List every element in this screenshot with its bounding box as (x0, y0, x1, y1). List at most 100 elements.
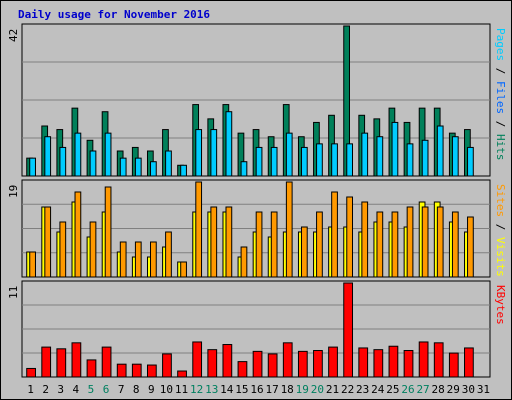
kbytes-bar-day-20 (313, 350, 323, 378)
sites-bar-day-6 (104, 186, 112, 278)
sites-bar-day-1 (29, 251, 36, 278)
kbytes-bar-day-19 (297, 350, 308, 378)
sites-bar-day-4 (74, 191, 82, 278)
panel-1-legend-part-5: Hits (494, 134, 507, 161)
x-tick-label-11: 11 (175, 383, 188, 396)
sites-bar-day-12 (195, 181, 203, 278)
sites-bar-day-14 (225, 206, 233, 278)
x-tick-label-13: 13 (205, 383, 218, 396)
panel-3-legend-part-1: KBytes (494, 285, 507, 325)
x-tick-label-9: 9 (148, 383, 155, 396)
x-tick-label-17: 17 (265, 383, 278, 396)
files-bar-day-14 (225, 111, 233, 177)
kbytes-bar-day-5 (86, 359, 97, 378)
x-tick-label-3: 3 (57, 383, 64, 396)
kbytes-bar-day-6 (101, 346, 112, 378)
files-bar-day-3 (59, 146, 67, 177)
x-tick-label-24: 24 (371, 383, 385, 396)
kbytes-bar-day-13 (207, 349, 218, 378)
x-tick-label-5: 5 (88, 383, 95, 396)
files-bar-day-13 (210, 129, 218, 177)
x-tick-label-21: 21 (326, 383, 339, 396)
files-bar-day-6 (104, 132, 112, 177)
x-tick-label-31: 31 (477, 383, 490, 396)
files-bar-day-27 (421, 139, 429, 177)
files-bar-day-5 (89, 150, 97, 177)
sites-bar-day-2 (44, 206, 52, 278)
files-bar-day-24 (376, 136, 384, 177)
sites-bar-day-20 (316, 211, 323, 278)
x-tick-label-1: 1 (27, 383, 34, 396)
kbytes-bar-day-8 (131, 363, 142, 378)
x-tick-label-12: 12 (190, 383, 203, 396)
sites-bar-day-30 (467, 216, 474, 278)
kbytes-bar-day-15 (237, 361, 248, 378)
sites-bar-day-19 (300, 226, 308, 278)
files-bar-day-11 (180, 164, 187, 177)
panel-1-ymax-label: 42 (7, 28, 20, 42)
kbytes-bar-day-4 (71, 342, 82, 378)
sites-bar-day-10 (165, 231, 172, 278)
panel-2-legend-part-3: Visits (494, 237, 507, 277)
kbytes-bar-day-30 (464, 347, 474, 378)
panel-3-legend: KBytes (494, 285, 507, 325)
kbytes-bar-day-16 (252, 350, 263, 378)
x-tick-label-22: 22 (341, 383, 354, 396)
files-bar-day-29 (451, 136, 459, 177)
kbytes-bar-day-2 (41, 346, 52, 378)
files-bar-day-7 (119, 157, 127, 177)
x-tick-label-25: 25 (386, 383, 399, 396)
panel-2-ymax-label: 19 (7, 184, 20, 198)
kbytes-bar-day-17 (267, 353, 278, 378)
kbytes-bar-day-14 (222, 344, 233, 378)
panel-2-legend-part-2: / (494, 217, 507, 237)
files-bar-day-18 (285, 132, 293, 177)
sites-bar-day-22 (346, 196, 354, 278)
files-bar-day-16 (255, 146, 263, 177)
sites-bar-day-9 (150, 241, 157, 278)
kbytes-bar-day-21 (328, 346, 338, 378)
sites-bar-day-24 (376, 211, 384, 278)
sites-bar-day-18 (285, 181, 293, 278)
x-tick-label-14: 14 (220, 383, 234, 396)
files-bar-day-9 (150, 161, 157, 177)
x-tick-label-28: 28 (432, 383, 445, 396)
files-bar-day-2 (44, 136, 52, 177)
kbytes-bar-day-24 (373, 349, 384, 378)
files-bar-day-12 (195, 129, 203, 177)
kbytes-bar-day-28 (433, 342, 444, 378)
panel-2-legend: Sites / Visits (494, 184, 507, 277)
files-bar-day-17 (270, 146, 278, 177)
sites-bar-day-15 (240, 246, 248, 278)
kbytes-bar-day-3 (56, 348, 67, 378)
sites-bar-day-23 (361, 201, 369, 278)
sites-bar-day-11 (180, 261, 187, 278)
files-bar-day-26 (406, 143, 414, 177)
files-bar-day-1 (29, 157, 36, 177)
sites-bar-day-8 (134, 241, 142, 278)
sites-bar-day-26 (406, 206, 414, 278)
files-bar-day-8 (134, 157, 142, 177)
x-tick-label-26: 26 (401, 383, 414, 396)
sites-bar-day-5 (89, 221, 97, 278)
panel-1-legend-part-3: Files (494, 81, 507, 115)
files-bar-day-21 (331, 143, 338, 177)
x-tick-label-10: 10 (160, 383, 173, 396)
kbytes-bar-day-10 (162, 353, 172, 378)
x-tick-label-16: 16 (250, 383, 263, 396)
x-tick-label-18: 18 (281, 383, 294, 396)
files-bar-day-22 (346, 143, 354, 177)
x-tick-label-29: 29 (447, 383, 460, 396)
sites-bar-day-25 (391, 211, 399, 278)
x-tick-label-30: 30 (462, 383, 475, 396)
x-tick-label-15: 15 (235, 383, 248, 396)
kbytes-bar-day-11 (177, 370, 187, 378)
sites-bar-day-28 (436, 206, 444, 278)
panel-1-legend-part-2: / (494, 61, 507, 81)
x-tick-label-23: 23 (356, 383, 369, 396)
sites-bar-day-3 (59, 221, 67, 278)
sites-bar-day-13 (210, 206, 218, 278)
files-bar-day-28 (436, 125, 444, 177)
x-tick-label-7: 7 (118, 383, 125, 396)
